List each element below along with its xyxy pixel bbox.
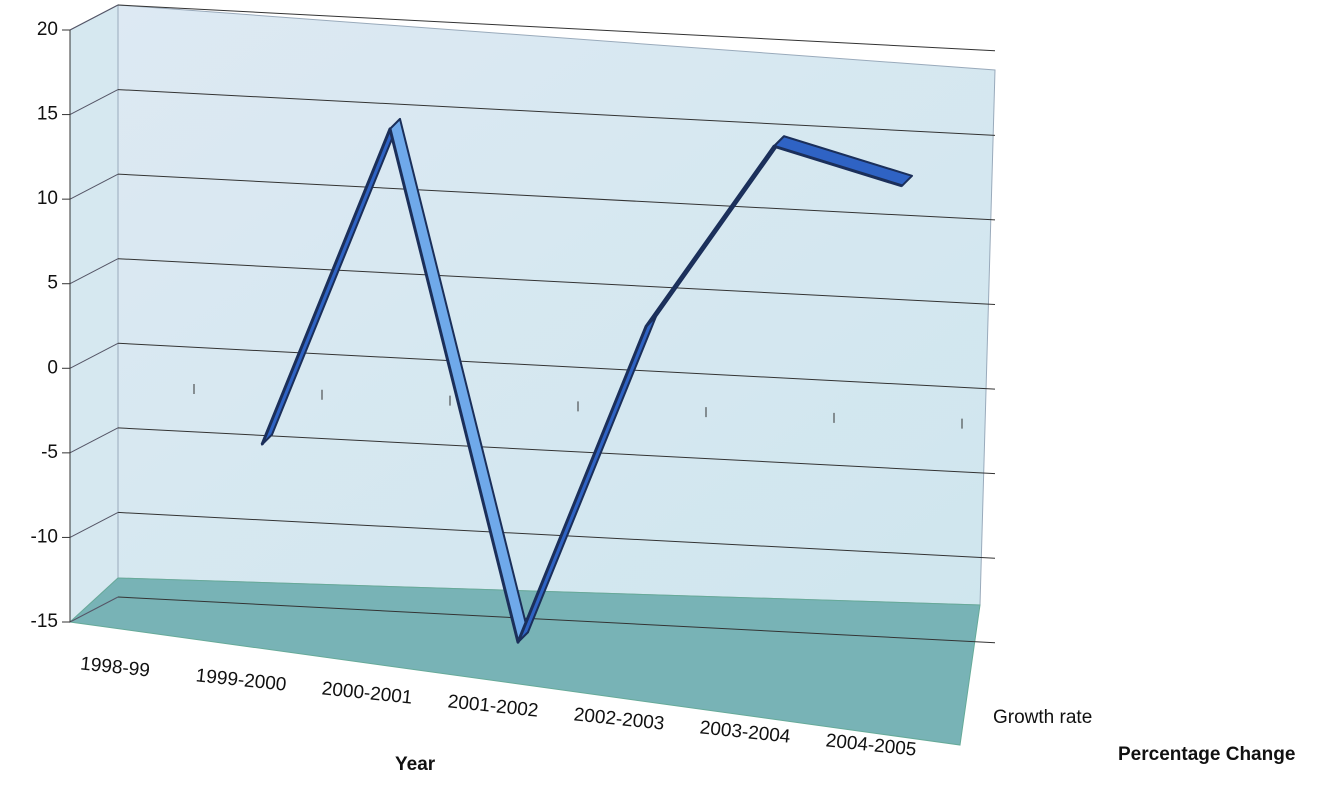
x-tick-label: 2000-2001: [321, 678, 414, 708]
grid-line: [69, 173, 119, 200]
x-axis-title: Year: [395, 754, 436, 775]
grid-line: [117, 511, 996, 559]
grid-line: [69, 89, 119, 116]
grid-line: [69, 596, 119, 623]
side-wall: [69, 4, 119, 624]
grid-line: [69, 4, 119, 31]
y-tick-label: 15: [37, 104, 58, 125]
y-tick-label: -5: [41, 442, 58, 463]
x-tick-label: 2002-2003: [573, 704, 666, 734]
grid-line: [117, 89, 996, 136]
grid-line: [69, 427, 119, 454]
y-tick-label: 20: [37, 19, 58, 40]
x-tick-label: 1998-99: [79, 653, 151, 681]
y-tick-label: -15: [31, 611, 58, 632]
floor: [68, 577, 981, 746]
x-tick-label: 2003-2004: [699, 717, 792, 747]
z-axis-title: Percentage Change: [1118, 744, 1295, 765]
series-label: Growth rate: [993, 707, 1092, 728]
x-tick-label: 2001-2002: [447, 691, 540, 721]
grid-line: [69, 342, 119, 369]
y-tick-label: 10: [37, 188, 58, 209]
grid-line: [117, 173, 996, 221]
line: [260, 127, 903, 644]
grid-line: [69, 258, 119, 285]
y-tick-label: 0: [47, 357, 58, 378]
back-wall: [117, 4, 996, 606]
grid-line: [117, 342, 996, 390]
y-tick-label: 5: [47, 273, 58, 294]
x-tick-label: 1999-2000: [195, 665, 288, 695]
grid-line: [117, 258, 996, 306]
grid-line: [117, 596, 996, 644]
grid-line: [69, 511, 119, 538]
y-tick-label: -10: [31, 526, 58, 547]
grid-line: [117, 4, 996, 52]
